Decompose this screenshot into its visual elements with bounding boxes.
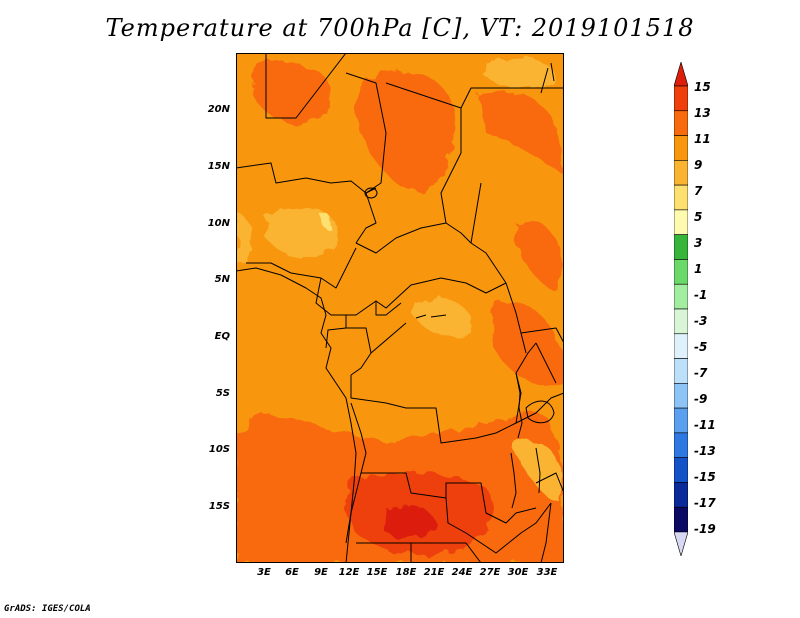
- colorbar-label-5: 5: [694, 210, 703, 224]
- colorbar-swatch: [674, 160, 688, 186]
- lon-label-27E: 27E: [479, 567, 501, 578]
- colorbar-label-m13: -13: [694, 444, 716, 458]
- country-borders: [236, 53, 564, 563]
- colorbar-label-m9: -9: [694, 392, 708, 406]
- colorbar-swatch: [674, 308, 688, 335]
- colorbar-swatch: [674, 283, 688, 310]
- colorbar-swatch: [674, 482, 688, 508]
- colorbar: [674, 62, 688, 556]
- colorbar-swatch: [674, 110, 688, 136]
- colorbar-swatch: [674, 135, 688, 161]
- colorbar-swatch: [674, 457, 688, 483]
- colorbar-swatch: [674, 62, 688, 87]
- colorbar-label-15: 15: [694, 80, 711, 94]
- lon-label-33E: 33E: [536, 567, 558, 578]
- lon-label-12E: 12E: [338, 567, 360, 578]
- colorbar-label-m15: -15: [694, 470, 716, 484]
- lon-label-21E: 21E: [423, 567, 445, 578]
- colorbar-label-13: 13: [694, 106, 711, 120]
- lat-label-10S: 10S: [208, 444, 230, 455]
- lon-label-15E: 15E: [366, 567, 388, 578]
- colorbar-swatch: [674, 234, 688, 260]
- colorbar-swatch: [674, 85, 688, 112]
- map-frame: [236, 53, 564, 563]
- colorbar-swatch: [674, 333, 688, 359]
- colorbar-label-m5: -5: [694, 340, 708, 354]
- lat-label-15S: 15S: [208, 501, 230, 512]
- colorbar-swatch: [674, 259, 688, 285]
- colorbar-swatch: [674, 209, 688, 235]
- colorbar-label-1: 1: [694, 262, 703, 276]
- colorbar-swatch: [674, 407, 688, 434]
- colorbar-label-m7: -7: [694, 366, 708, 380]
- chart-title: Temperature at 700hPa [C], VT: 201910151…: [105, 14, 695, 42]
- lat-label-15N: 15N: [207, 161, 230, 172]
- lat-label-20N: 20N: [207, 104, 230, 115]
- temperature-map: [236, 53, 564, 563]
- grads-credit: GrADS: IGES/COLA: [4, 604, 91, 614]
- colorbar-label-11: 11: [694, 132, 711, 146]
- lon-label-6E: 6E: [285, 567, 299, 578]
- colorbar-label-m1: -1: [694, 288, 708, 302]
- colorbar-label-3: 3: [694, 236, 703, 250]
- colorbar-swatch: [674, 506, 688, 533]
- colorbar-label-m3: -3: [694, 314, 708, 328]
- temperature-contours: [236, 58, 564, 563]
- lon-label-24E: 24E: [451, 567, 473, 578]
- colorbar-swatch: [674, 531, 688, 556]
- colorbar-swatch: [674, 432, 688, 458]
- lon-label-9E: 9E: [314, 567, 328, 578]
- colorbar-label-m19: -19: [694, 522, 716, 536]
- lat-label-5S: 5S: [215, 388, 230, 399]
- lon-label-18E: 18E: [395, 567, 417, 578]
- colorbar-swatch: [674, 184, 688, 211]
- lat-label-5N: 5N: [214, 274, 230, 285]
- colorbar-label-m11: -11: [694, 418, 716, 432]
- colorbar-label-7: 7: [694, 184, 703, 198]
- colorbar-label-9: 9: [694, 158, 703, 172]
- lat-label-10N: 10N: [207, 218, 230, 229]
- lon-label-3E: 3E: [257, 567, 271, 578]
- colorbar-label-m17: -17: [694, 496, 716, 510]
- lat-label-EQ: EQ: [214, 331, 230, 342]
- colorbar-swatch: [674, 383, 688, 409]
- colorbar-swatch: [674, 358, 688, 384]
- lon-label-30E: 30E: [507, 567, 529, 578]
